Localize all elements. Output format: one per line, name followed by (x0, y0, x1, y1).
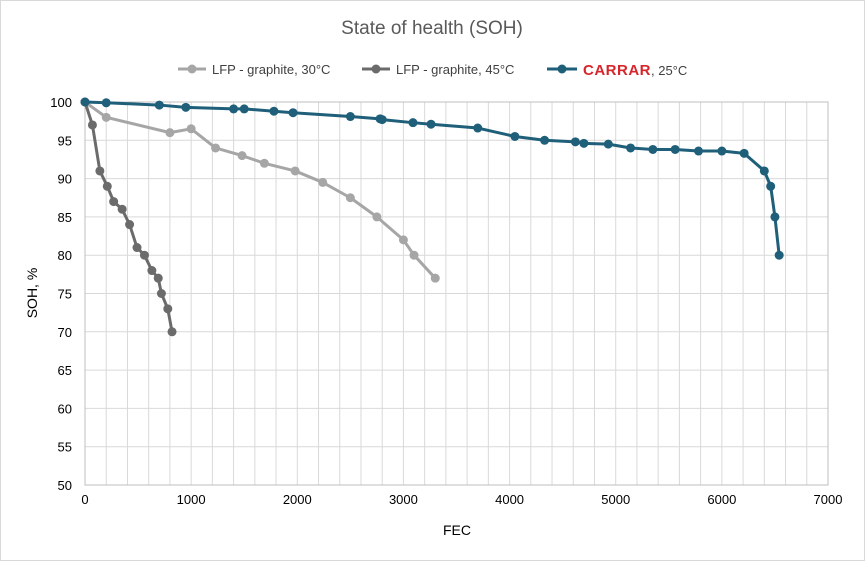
legend-label-lfp-45: LFP - graphite, 45°C (396, 62, 514, 77)
data-point (80, 97, 90, 107)
x-tick-label: 2000 (283, 492, 312, 507)
data-point (510, 131, 520, 141)
data-point (473, 123, 483, 133)
data-point (239, 104, 249, 114)
data-point (377, 115, 387, 125)
data-point (156, 289, 166, 298)
data-point (101, 112, 111, 122)
data-point (229, 104, 239, 114)
axes: 0 1000 2000 3000 4000 5000 6000 7000 50 55 60 65 70 7… (50, 95, 842, 507)
data-point (774, 250, 784, 260)
data-point (139, 250, 149, 260)
plot-area (84, 101, 829, 486)
data-point (153, 273, 163, 283)
data-point (540, 135, 550, 145)
x-tick-label: 3000 (389, 492, 418, 507)
data-point (101, 98, 111, 108)
data-point (288, 108, 298, 118)
data-point (570, 137, 580, 147)
legend-label-carrar-suffix: , 25°C (651, 63, 687, 78)
data-point (670, 144, 680, 154)
data-point (345, 112, 355, 122)
data-point (163, 304, 173, 314)
data-point (648, 144, 658, 154)
legend-marker-lfp-45 (371, 64, 381, 74)
data-point (95, 166, 105, 176)
y-tick-label: 90 (58, 172, 72, 187)
data-point (87, 120, 97, 130)
data-point (579, 138, 589, 148)
series-group (80, 97, 784, 337)
data-point (318, 177, 328, 187)
data-point (426, 119, 436, 129)
data-point (409, 250, 419, 260)
chart-title: State of health (SOH) (341, 18, 523, 39)
data-point (345, 193, 355, 203)
x-tick-label: 4000 (495, 492, 524, 507)
data-point (125, 220, 135, 230)
data-point (603, 139, 613, 149)
data-point (165, 128, 175, 138)
x-axis-label: FEC (443, 522, 471, 538)
data-point (186, 124, 196, 134)
x-tick-label: 6000 (707, 492, 736, 507)
data-point (398, 235, 408, 245)
data-point (626, 143, 636, 153)
data-point (770, 212, 780, 222)
carrar-logo-text: CARRAR (583, 62, 651, 79)
legend: LFP - graphite, 30°C LFP - graphite, 45°… (178, 62, 687, 79)
data-point (717, 146, 727, 156)
data-point (290, 166, 300, 176)
x-tick-label: 0 (81, 492, 88, 507)
series-2 (80, 97, 784, 260)
y-axis-label: SOH, % (24, 268, 40, 319)
grid (84, 101, 829, 486)
data-point (259, 158, 269, 168)
legend-marker-carrar (557, 64, 567, 74)
data-point (759, 166, 769, 176)
legend-item-lfp-45[interactable]: LFP - graphite, 45°C (362, 62, 514, 77)
y-tick-label: 85 (58, 210, 72, 225)
data-point (167, 327, 177, 337)
data-point (109, 197, 119, 207)
data-point (372, 212, 382, 222)
y-tick-label: 50 (58, 478, 72, 493)
data-point (147, 266, 157, 276)
legend-marker-lfp-30 (187, 64, 197, 74)
legend-label-carrar: CARRAR, 25°C (583, 62, 687, 79)
data-point (211, 143, 221, 153)
y-tick-label: 95 (58, 133, 72, 148)
y-tick-label: 75 (58, 287, 72, 302)
y-tick-label: 55 (58, 440, 72, 455)
data-point (694, 146, 704, 156)
y-tick-label: 80 (58, 248, 72, 263)
data-point (117, 204, 127, 214)
data-point (766, 181, 776, 191)
y-tick-label: 65 (58, 363, 72, 378)
x-tick-label: 5000 (601, 492, 630, 507)
legend-item-carrar-25[interactable]: CARRAR, 25°C (547, 62, 687, 79)
data-point (102, 181, 112, 191)
y-tick-label: 70 (58, 325, 72, 340)
legend-item-lfp-30[interactable]: LFP - graphite, 30°C (178, 62, 330, 77)
data-point (269, 106, 279, 116)
y-tick-label: 60 (58, 401, 72, 416)
data-point (181, 102, 191, 112)
data-point (237, 151, 247, 161)
legend-label-lfp-30: LFP - graphite, 30°C (212, 62, 330, 77)
x-tick-label: 7000 (814, 492, 843, 507)
data-point (739, 148, 749, 158)
data-point (430, 273, 440, 283)
data-point (408, 118, 418, 128)
data-point (132, 243, 142, 253)
y-tick-label: 100 (50, 95, 72, 110)
x-tick-label: 1000 (177, 492, 206, 507)
data-point (154, 100, 164, 110)
